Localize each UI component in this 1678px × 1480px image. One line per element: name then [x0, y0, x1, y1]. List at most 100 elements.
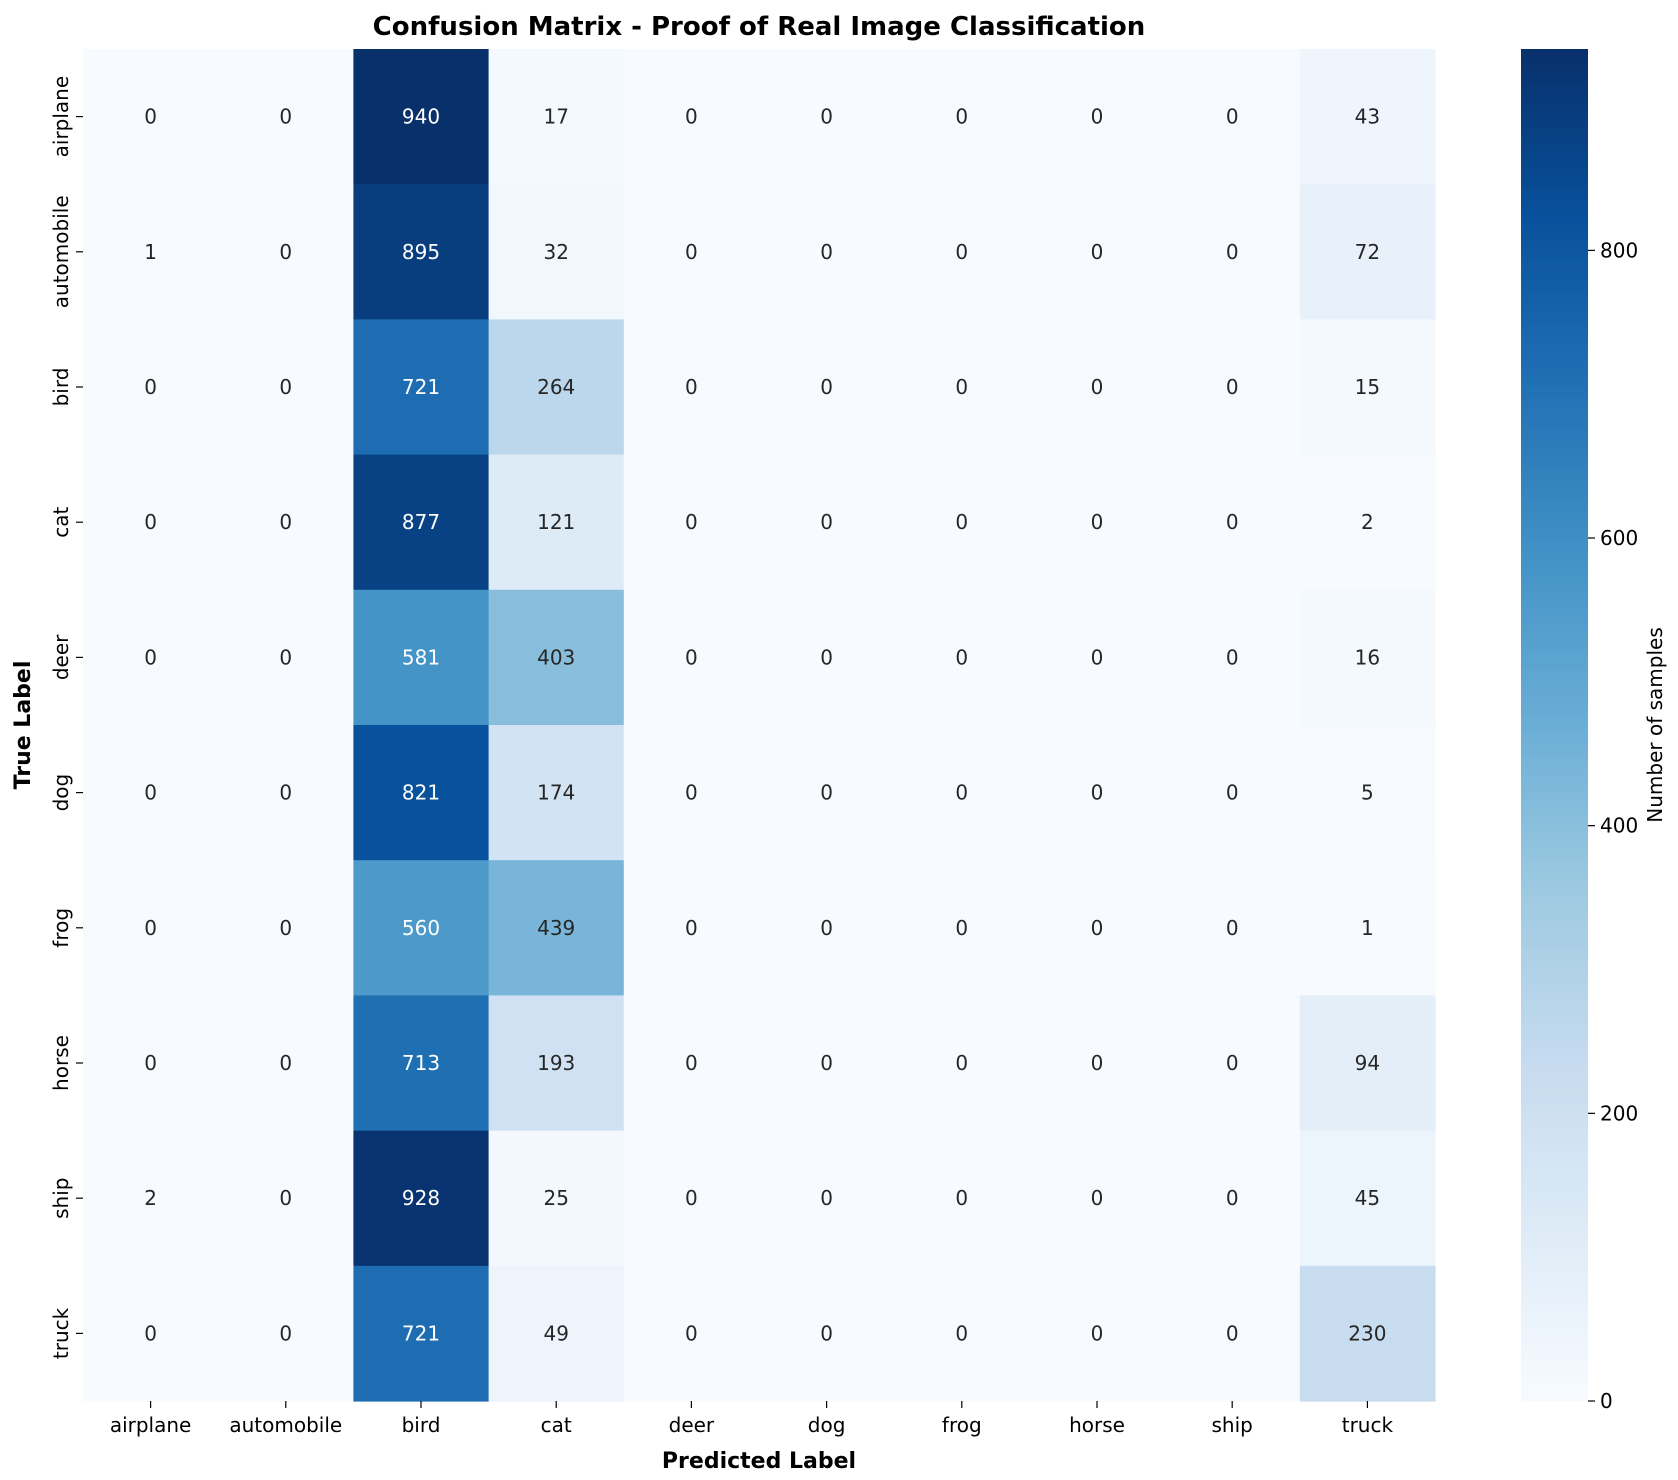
cell-value-label: 0 — [279, 781, 292, 805]
cell-value-label: 0 — [144, 1051, 157, 1075]
cell-value-label: 403 — [537, 645, 575, 669]
heatmap-cell — [1299, 319, 1436, 456]
cell-value-label: 928 — [402, 1186, 440, 1210]
y-tick-label: truck — [49, 1307, 73, 1359]
cell-value-label: 0 — [1091, 1051, 1104, 1075]
heatmap-cell — [1029, 1130, 1166, 1267]
heatmap-cell — [759, 589, 895, 726]
x-tick-label: ship — [1212, 1413, 1253, 1437]
heatmap-cell — [1299, 1130, 1436, 1267]
heatmap-cell — [83, 1130, 219, 1267]
cell-value-label: 0 — [1226, 1051, 1239, 1075]
heatmap-cell — [759, 454, 895, 591]
heatmap-cell — [83, 319, 219, 456]
heatmap-cell — [1299, 860, 1436, 996]
heatmap-cell — [353, 184, 490, 320]
heatmap-cell — [1299, 49, 1436, 185]
heatmap-cell — [759, 725, 895, 861]
y-axis-ticks: airplane automobile bird cat deer dog frog hors… — [49, 76, 83, 1359]
heatmap-cell — [1299, 995, 1436, 1132]
colorbar-tick-label: 800 — [1600, 238, 1638, 262]
cell-value-label: 0 — [1091, 645, 1104, 669]
heatmap-cells: 0 0 940 17 0 0 0 0 0 431 0 895 32 0 0 0 0 0 720 0 721 264 0 0 0 0… — [83, 49, 1436, 1402]
heatmap-cell — [488, 860, 625, 996]
heatmap-cell — [218, 589, 354, 726]
cell-value-label: 0 — [144, 510, 157, 534]
y-tick-label: bird — [49, 368, 73, 407]
cell-value-label: 45 — [1355, 1186, 1380, 1210]
heatmap-cell — [1299, 725, 1436, 861]
cell-value-label: 17 — [543, 105, 568, 129]
cell-value-label: 0 — [144, 645, 157, 669]
cell-value-label: 16 — [1355, 645, 1380, 669]
cell-value-label: 940 — [402, 105, 440, 129]
cell-value-label: 5 — [1361, 781, 1374, 805]
colorbar-tick-label: 200 — [1600, 1101, 1638, 1125]
heatmap-cell — [894, 454, 1030, 591]
heatmap-cell — [83, 995, 219, 1132]
heatmap-cell — [1299, 1265, 1436, 1402]
cell-value-label: 0 — [1091, 375, 1104, 399]
heatmap-cell — [759, 1130, 895, 1267]
x-tick-label: horse — [1069, 1413, 1125, 1437]
heatmap-cell — [353, 725, 490, 861]
heatmap-cell — [894, 1130, 1030, 1267]
colorbar-tick-label: 400 — [1600, 814, 1638, 838]
cell-value-label: 25 — [543, 1186, 568, 1210]
chart-title: Confusion Matrix - Proof of Real Image C… — [373, 12, 1146, 42]
heatmap-cell — [218, 995, 354, 1132]
cell-value-label: 0 — [820, 105, 833, 129]
heatmap-cell — [488, 49, 625, 185]
y-axis-title: True Label — [11, 661, 36, 790]
cell-value-label: 713 — [402, 1051, 440, 1075]
x-tick-label: airplane — [110, 1413, 192, 1437]
colorbar — [1521, 49, 1588, 1401]
heatmap-cell — [1164, 725, 1301, 861]
y-tick-label: ship — [49, 1178, 73, 1219]
heatmap-cell — [353, 1265, 490, 1402]
cell-value-label: 0 — [144, 375, 157, 399]
cell-value-label: 0 — [685, 375, 698, 399]
cell-value-label: 721 — [402, 1321, 440, 1345]
cell-value-label: 230 — [1348, 1321, 1386, 1345]
heatmap-cell — [1164, 1265, 1301, 1402]
x-tick-label: automobile — [229, 1413, 342, 1437]
heatmap-cell — [1164, 319, 1301, 456]
x-axis-title: Predicted Label — [662, 1449, 856, 1474]
colorbar-ticks: 0 200 400 600 800 — [1588, 238, 1638, 1413]
x-tick-label: deer — [669, 1413, 715, 1437]
heatmap-cell — [1164, 49, 1301, 185]
cell-value-label: 0 — [820, 645, 833, 669]
cell-value-label: 0 — [685, 1051, 698, 1075]
colorbar-tick-label: 0 — [1600, 1389, 1613, 1413]
cell-value-label: 0 — [144, 105, 157, 129]
heatmap-cell — [894, 319, 1030, 456]
cell-value-label: 0 — [685, 240, 698, 264]
heatmap-cell — [623, 319, 760, 456]
cell-value-label: 15 — [1355, 375, 1380, 399]
cell-value-label: 0 — [1226, 510, 1239, 534]
cell-value-label: 94 — [1355, 1051, 1380, 1075]
y-tick-label: cat — [49, 506, 73, 537]
heatmap-cell — [353, 319, 490, 456]
cell-value-label: 0 — [685, 1186, 698, 1210]
heatmap-cell — [83, 454, 219, 591]
heatmap-cell — [894, 995, 1030, 1132]
cell-value-label: 0 — [955, 916, 968, 940]
cell-value-label: 0 — [279, 1051, 292, 1075]
heatmap-cell — [1029, 725, 1166, 861]
cell-value-label: 0 — [1226, 916, 1239, 940]
heatmap-cell — [83, 184, 219, 320]
cell-value-label: 0 — [279, 510, 292, 534]
y-tick-label: automobile — [49, 195, 73, 308]
heatmap-cell — [488, 454, 625, 591]
heatmap-cell — [1299, 589, 1436, 726]
cell-value-label: 0 — [685, 781, 698, 805]
cell-value-label: 193 — [537, 1051, 575, 1075]
cell-value-label: 2 — [144, 1186, 157, 1210]
heatmap-cell — [1029, 319, 1166, 456]
cell-value-label: 0 — [1226, 781, 1239, 805]
cell-value-label: 0 — [279, 375, 292, 399]
x-tick-label: truck — [1342, 1413, 1394, 1437]
cell-value-label: 0 — [279, 240, 292, 264]
